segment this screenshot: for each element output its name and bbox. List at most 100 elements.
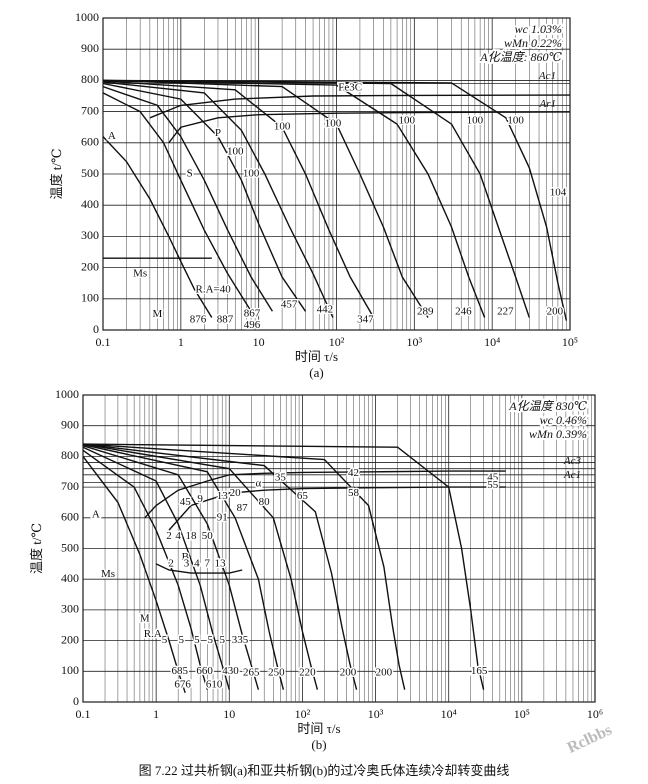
x-tick-label: 10³ [407, 335, 423, 349]
y-tick-label: 100 [61, 663, 79, 677]
cooling-curve [102, 79, 429, 318]
annotation: 87 [237, 502, 249, 514]
y-tick-label: 800 [81, 72, 99, 86]
cooling-curve [82, 445, 260, 690]
annotation: 430 [222, 665, 239, 677]
annotation: 289 [417, 305, 434, 317]
annotation: 200 [547, 305, 564, 317]
y-tick-label: 900 [81, 41, 99, 55]
annotation: 13 [217, 490, 229, 502]
annotation: 100 [467, 114, 484, 126]
annotation: R.A [144, 628, 162, 640]
cooling-curve [168, 486, 506, 531]
caption: (a) [309, 365, 323, 380]
x-tick-label: 1 [153, 707, 159, 721]
annotation: P [215, 127, 221, 139]
y-axis-label: 温度 t/℃ [29, 523, 44, 574]
y-tick-label: 300 [81, 228, 99, 242]
annotation: 5 [194, 634, 200, 646]
watermark: Rclbbs [565, 722, 615, 757]
annotation: 3 [184, 557, 190, 569]
annotation: 660 [196, 665, 213, 677]
cooling-curve [102, 81, 334, 318]
annotation: 50 [202, 530, 214, 542]
annotation: 91 [217, 511, 228, 523]
annotation: 9 [197, 493, 203, 505]
annotation: S [187, 168, 193, 180]
figure-caption: 图 7.22 过共析钢(a)和亚共析钢(b)的过冷奥氏体连续冷却转变曲线 [139, 763, 510, 778]
y-tick-label: 500 [61, 540, 79, 554]
x-tick-label: 10⁵ [562, 335, 578, 349]
reference-label: Ar1 [539, 98, 557, 110]
cooling-curve [102, 136, 213, 318]
y-tick-label: 1000 [55, 387, 79, 401]
annotation: 100 [274, 121, 291, 133]
annotation: 100 [243, 168, 260, 180]
cooling-curve [144, 470, 506, 519]
cooling-curve [155, 563, 243, 574]
cooling-curve [82, 446, 230, 690]
x-tick-label: 1 [178, 335, 184, 349]
y-tick-label: 1000 [75, 10, 99, 24]
annotation: 7 [205, 557, 211, 569]
annotation: B [182, 551, 189, 563]
annotation: 20 [230, 487, 242, 499]
annotation: 220 [299, 666, 316, 678]
annotation: 227 [497, 305, 514, 317]
annotation: 496 [244, 319, 261, 331]
annotation: 265 [243, 666, 260, 678]
annotation: 876 [190, 314, 207, 326]
x-tick-label: 10 [253, 335, 265, 349]
annotation: 100 [227, 146, 244, 158]
annotation: 5 [219, 634, 225, 646]
annotation: 442 [317, 304, 334, 316]
x-tick-label: 10² [329, 335, 345, 349]
cooling-curve [102, 92, 252, 312]
x-tick-label: 10³ [368, 707, 384, 721]
reference-label: Ac1 [538, 70, 556, 82]
y-tick-label: 200 [61, 632, 79, 646]
cooling-curve [82, 443, 485, 690]
x-axis-label: 时间 τ/s [295, 349, 338, 364]
y-tick-label: 900 [61, 417, 79, 431]
reference-label: Ac1 [563, 469, 581, 481]
info-text: wc 1.03% [515, 22, 562, 36]
annotation: 4 [194, 557, 200, 569]
annotation: 18 [186, 530, 198, 542]
cooling-curve [102, 79, 568, 321]
annotation: R.A=40 [196, 284, 232, 296]
annotation: 200 [340, 666, 357, 678]
annotation: α [256, 478, 262, 490]
x-axis-label: 时间 τ/s [297, 721, 340, 736]
annotation: 250 [268, 666, 285, 678]
annotation: 65 [297, 490, 309, 502]
caption: (b) [311, 737, 326, 752]
annotation: 100 [325, 118, 342, 130]
x-tick-label: 0.1 [76, 707, 91, 721]
cooling-curve [82, 444, 285, 690]
x-tick-label: 10⁴ [484, 335, 500, 349]
annotation: 100 [399, 114, 416, 126]
cooling-curve [102, 82, 307, 312]
x-tick-label: 10⁶ [587, 707, 603, 721]
annotation: 887 [217, 314, 234, 326]
y-tick-label: 400 [61, 571, 79, 585]
annotation: 55 [487, 479, 499, 491]
cooling-curve [149, 94, 571, 119]
cooling-curve [82, 443, 358, 690]
y-tick-label: 100 [81, 291, 99, 305]
annotation: 80 [259, 496, 271, 508]
info-text: wMn 0.22% [504, 36, 562, 50]
x-tick-label: 10 [223, 707, 235, 721]
cooling-curve [102, 80, 375, 318]
cooling-curve [102, 85, 273, 312]
annotation: 246 [455, 305, 472, 317]
annotation: 45 [180, 496, 192, 508]
y-tick-label: 500 [81, 166, 99, 180]
annotation: 165 [471, 665, 488, 677]
y-tick-label: 600 [61, 510, 79, 524]
y-tick-label: 600 [81, 135, 99, 149]
annotation: 13 [215, 557, 227, 569]
